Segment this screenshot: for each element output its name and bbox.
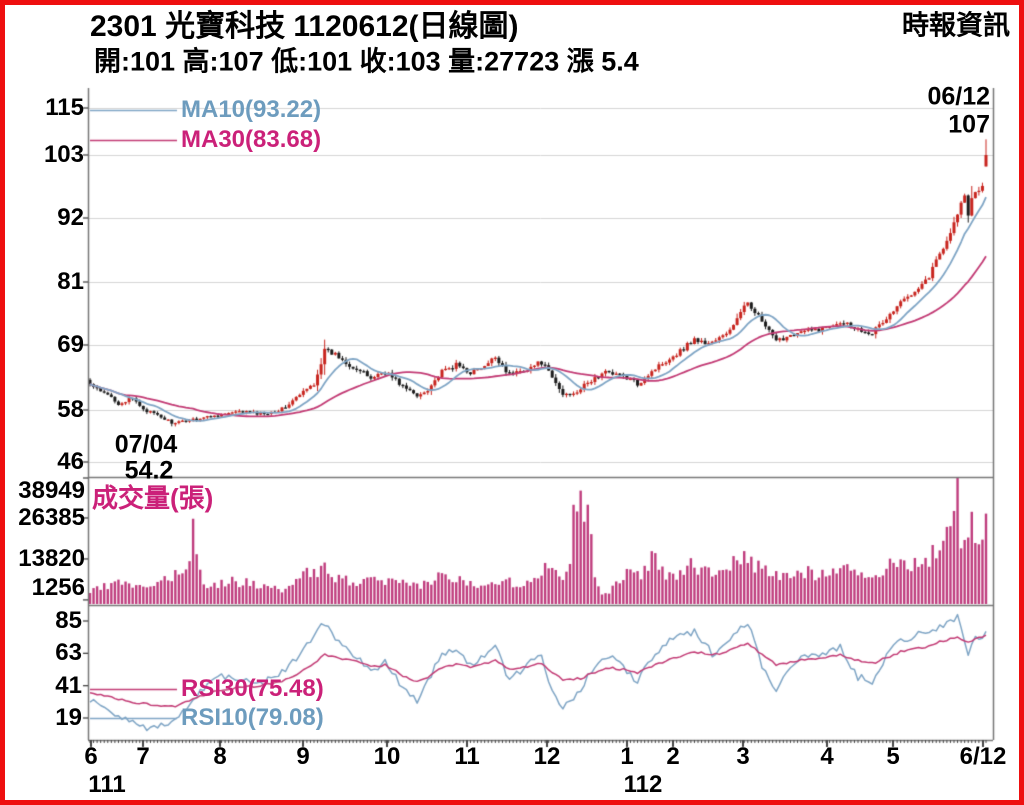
rsi10-legend-label: RSI10(79.08)	[181, 704, 324, 731]
x-axis-month-label: 6	[84, 743, 98, 770]
annotation-low-date: 07/04	[114, 430, 178, 459]
x-axis-month-label: 12	[533, 743, 561, 770]
price-y-tick-label: 92	[57, 204, 84, 231]
rsi-y-tick-label: 41	[55, 671, 82, 699]
provider-label: 時報資訊	[902, 10, 1010, 41]
x-axis-month-label: 10	[373, 743, 401, 770]
page-title: 2301 光寶科技 1120612(日線圖)	[90, 10, 519, 43]
x-axis-month-label: 6/12	[959, 743, 1007, 770]
volume-y-tick-label: 38949	[18, 477, 85, 504]
price-y-tick-label: 115	[45, 94, 84, 121]
volume-panel-label: 成交量(張)	[92, 483, 214, 513]
x-axis-month-label: 8	[213, 743, 227, 770]
rsi-y-tick-label: 19	[55, 704, 82, 731]
rsi-y-tick-label: 85	[55, 607, 82, 634]
x-axis-month-label: 1	[620, 743, 634, 770]
price-y-tick-label: 58	[57, 396, 84, 423]
x-axis-month-label: 4	[820, 743, 834, 770]
x-axis-month-label: 9	[296, 743, 310, 770]
annotation-low-value: 54.2	[124, 456, 174, 485]
price-y-tick-label: 46	[57, 448, 84, 475]
x-axis-month-label: 5	[886, 743, 900, 770]
ma10-legend-label: MA10(93.22)	[181, 96, 322, 123]
annotation-high-date: 06/12	[927, 82, 990, 111]
volume-y-tick-label: 13820	[18, 544, 85, 572]
price-y-tick-label: 69	[57, 331, 84, 358]
quote-line: 開:101 高:107 低:101 收:103 量:27723 漲 5.4	[94, 46, 639, 77]
x-axis-month-label: 2	[666, 743, 680, 770]
x-axis-month-label: 3	[736, 743, 750, 770]
volume-y-tick-label: 1256	[31, 574, 85, 601]
rsi-y-tick-label: 63	[55, 639, 82, 667]
rsi30-legend-label: RSI30(75.48)	[181, 675, 324, 702]
annotation-high-value: 107	[948, 110, 990, 139]
x-axis-year-label: 111	[88, 771, 126, 798]
x-axis-year-label: 112	[623, 771, 663, 798]
x-axis-month-label: 7	[136, 743, 150, 770]
price-y-tick-label: 103	[43, 141, 84, 168]
volume-y-tick-label: 26385	[18, 503, 85, 531]
x-axis-month-label: 11	[454, 743, 480, 770]
ma30-legend-label: MA30(83.68)	[181, 126, 322, 153]
price-y-tick-label: 81	[57, 268, 84, 295]
